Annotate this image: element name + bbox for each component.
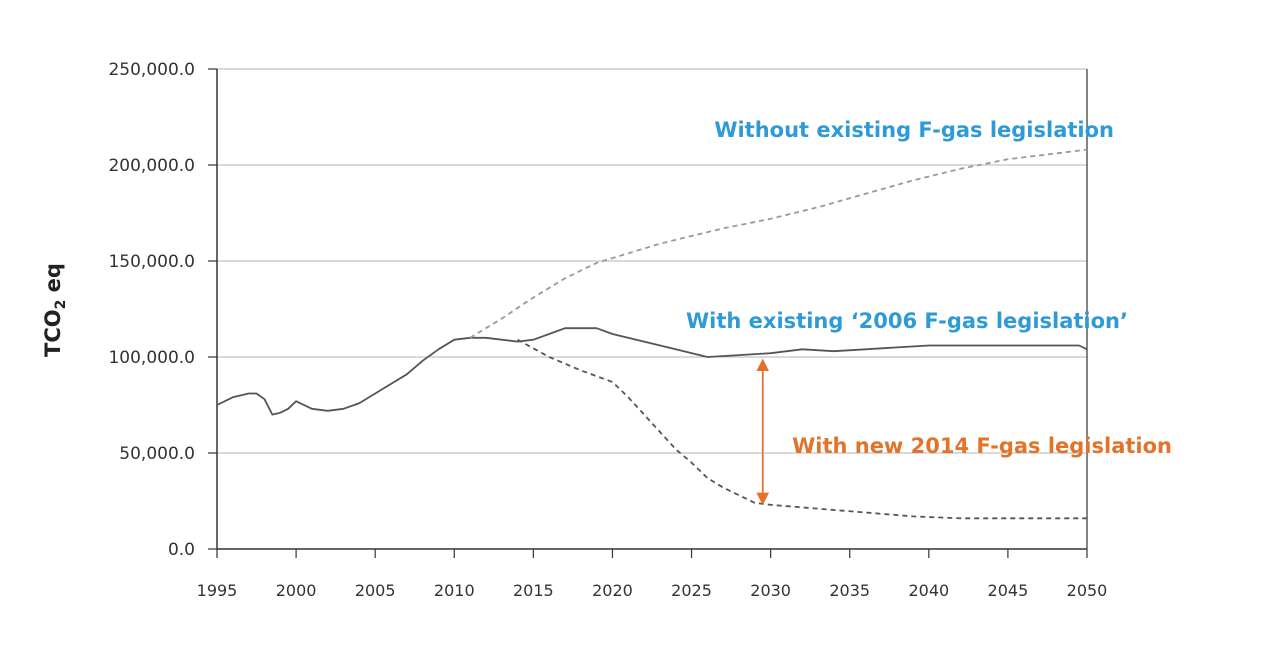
x-tick-label: 2025 — [671, 581, 712, 600]
gridlines — [217, 68, 1087, 454]
y-tick-label: 150,000.0 — [108, 252, 195, 272]
y-tick-label: 0.0 — [168, 540, 195, 560]
axes — [216, 69, 1088, 550]
y-tick-label: 50,000.0 — [119, 444, 195, 464]
y-axis-label-suffix: eq — [41, 263, 65, 300]
y-tick-label: 100,000.0 — [108, 348, 195, 368]
series-line-with_new_2014 — [517, 338, 1087, 520]
y-axis-label-main: TCO — [41, 309, 65, 357]
annotation-new-2014-legislation: With new 2014 F-gas legislation — [792, 434, 1172, 458]
annotation-without-legislation: Without existing F-gas legislation — [714, 118, 1114, 142]
y-axis-label: TCO2 eq — [41, 263, 69, 357]
x-tick-label: 2000 — [276, 581, 317, 600]
x-tick-label: 2015 — [513, 581, 554, 600]
x-tick-label: 1995 — [197, 581, 238, 600]
x-ticks: 1995 2000 2005 2010 2015 2020 2025 2030 2035 2040… — [197, 549, 1108, 600]
annotation-with-2006-legislation: With existing ‘2006 F-gas legislation’ — [686, 309, 1128, 333]
x-tick-label: 2020 — [592, 581, 633, 600]
y-axis-label-subscript: 2 — [53, 300, 69, 310]
y-tick-label: 250,000.0 — [108, 60, 195, 80]
y-ticks: 0.0 50,000.0 100,000.0 150,000.0 200,000.0 25… — [108, 60, 217, 560]
x-tick-label: 2040 — [908, 581, 949, 600]
x-tick-label: 2030 — [750, 581, 791, 600]
x-tick-label: 2035 — [829, 581, 870, 600]
y-tick-label: 200,000.0 — [108, 156, 195, 176]
x-tick-label: 2010 — [434, 581, 475, 600]
series-line-historical_2006 — [216, 327, 1088, 416]
series-line-without_legislation — [469, 148, 1088, 339]
series — [216, 148, 1088, 520]
x-tick-label: 2045 — [988, 581, 1029, 600]
x-tick-label: 2005 — [355, 581, 396, 600]
x-tick-label: 2050 — [1067, 581, 1108, 600]
